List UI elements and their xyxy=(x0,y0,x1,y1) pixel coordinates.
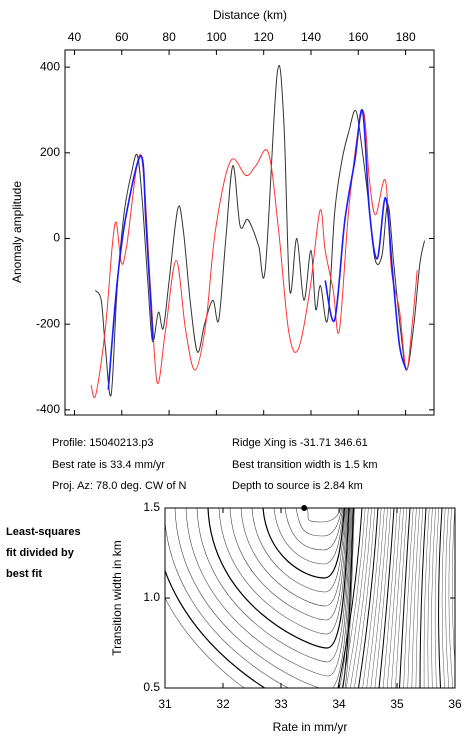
contour-line xyxy=(341,508,366,688)
contour-line xyxy=(448,508,454,688)
contour-line xyxy=(218,508,349,635)
contour-line xyxy=(366,508,385,688)
y-tick-label: 0.5 xyxy=(143,680,160,694)
info-text: Depth to source is 2.84 km xyxy=(232,480,363,492)
contour-line xyxy=(354,508,376,688)
side-label: fit divided by xyxy=(6,547,75,559)
x-tick-label: 160 xyxy=(348,30,368,44)
y-tick-label: 1.0 xyxy=(143,590,160,604)
contour-lines xyxy=(165,508,455,688)
contour-line xyxy=(451,508,455,668)
contour-line xyxy=(165,508,355,688)
x-tick-label: 33 xyxy=(274,697,288,711)
side-label: Least-squares xyxy=(6,526,81,538)
contour-line xyxy=(403,508,414,688)
contour-line xyxy=(229,508,348,621)
x-tick-label: 80 xyxy=(162,30,176,44)
contour-line xyxy=(419,508,427,688)
contour-line xyxy=(411,508,420,688)
y-tick-label: 1.5 xyxy=(143,500,160,514)
contour-line xyxy=(196,508,351,663)
x-tick-label: 35 xyxy=(390,697,404,711)
x-tick-label: 180 xyxy=(396,30,416,44)
y-tick-label: 200 xyxy=(40,145,60,159)
contour-line xyxy=(185,508,352,677)
contour-line xyxy=(165,508,355,688)
contour-line xyxy=(407,508,417,688)
contour-line xyxy=(378,508,395,688)
contour-line xyxy=(391,508,404,688)
y-tick-label: -400 xyxy=(36,402,60,416)
contour-line xyxy=(165,508,353,688)
contour-line xyxy=(251,508,346,593)
y-tick-label: 400 xyxy=(40,59,60,73)
x-tick-label: 34 xyxy=(332,697,346,711)
contour-line xyxy=(374,508,392,688)
contour-line xyxy=(441,508,446,688)
contour-line xyxy=(445,508,449,688)
x-tick-label: 31 xyxy=(158,697,172,711)
contour-line xyxy=(427,508,433,688)
contour-line xyxy=(174,508,352,688)
contour-line xyxy=(240,508,347,607)
y-axis-title: Transition width in km xyxy=(110,540,124,656)
contour-line xyxy=(415,508,424,688)
contour-line xyxy=(273,508,344,565)
y-tick-label: 0 xyxy=(53,231,60,245)
contour-line xyxy=(337,508,363,688)
contour-line xyxy=(262,508,346,579)
side-label: best fit xyxy=(6,568,42,580)
x-axis-title: Distance (km) xyxy=(213,8,287,22)
info-text: Proj. Az: 78.0 deg. CW of N xyxy=(52,480,187,492)
x-tick-label: 32 xyxy=(216,697,230,711)
contour-line xyxy=(382,508,398,688)
x-tick-label: 100 xyxy=(206,30,226,44)
info-text: Best rate is 33.4 mm/yr xyxy=(52,459,165,471)
contour-line xyxy=(306,508,342,523)
info-text: Ridge Xing is -31.71 346.61 xyxy=(232,437,368,449)
contour-line xyxy=(370,508,388,688)
x-tick-label: 140 xyxy=(301,30,321,44)
contour-line xyxy=(284,508,343,551)
x-tick-label: 120 xyxy=(254,30,274,44)
x-tick-label: 60 xyxy=(115,30,129,44)
contour-line xyxy=(438,508,443,688)
contour-line xyxy=(207,508,350,649)
contour-line xyxy=(423,508,430,688)
contour-line xyxy=(395,508,408,688)
data-line xyxy=(94,65,426,397)
x-tick-label: 40 xyxy=(68,30,82,44)
data-line xyxy=(107,108,408,390)
plot-frame xyxy=(64,49,435,416)
best-fit-point xyxy=(301,505,308,511)
x-axis-title: Rate in mm/yr xyxy=(273,720,348,734)
x-tick-label: 36 xyxy=(448,697,462,711)
contour-line xyxy=(350,508,372,688)
info-text: Profile: 15040213.p3 xyxy=(52,437,154,449)
info-text: Best transition width is 1.5 km xyxy=(232,459,378,471)
y-axis-title: Anomaly amplitude xyxy=(10,181,24,283)
contour-line xyxy=(431,508,436,688)
contour-line xyxy=(345,508,369,688)
y-tick-label: -200 xyxy=(36,316,60,330)
contour-line xyxy=(399,508,411,688)
contour-line xyxy=(434,508,440,688)
contour-line xyxy=(358,508,379,688)
data-line xyxy=(90,110,418,398)
contour-line xyxy=(295,508,343,537)
contour-line xyxy=(386,508,401,688)
contour-line xyxy=(362,508,382,688)
